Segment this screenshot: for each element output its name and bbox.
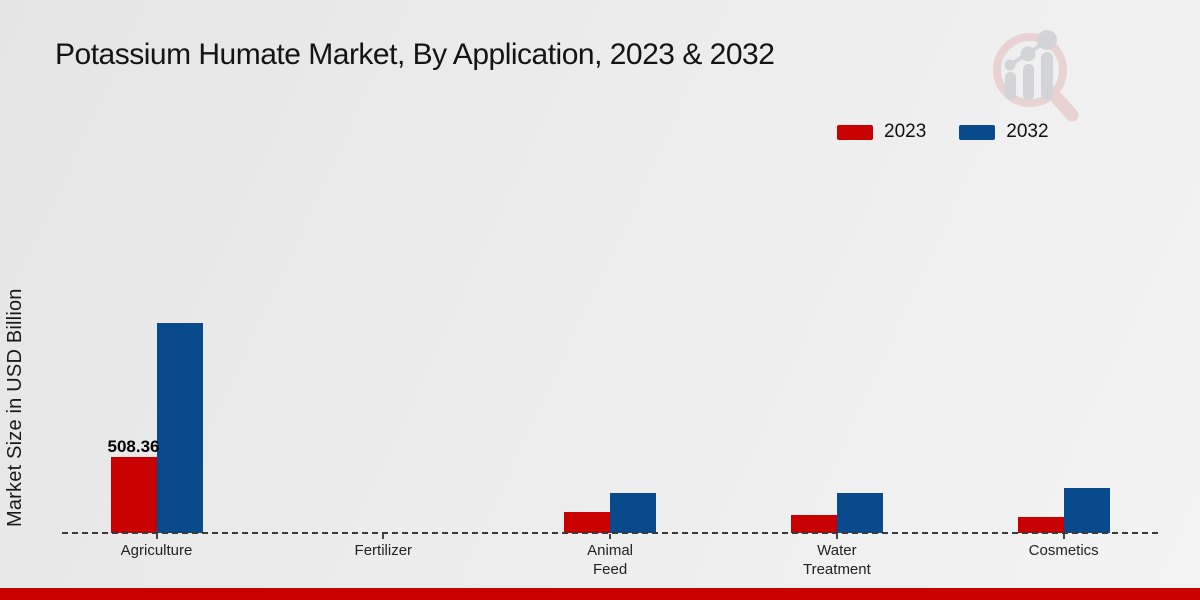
legend-label-2032: 2032 <box>1006 121 1049 142</box>
legend: 2023 2032 <box>837 121 1049 143</box>
footer-accent-bar <box>0 588 1200 600</box>
bar-2023-water-treatment <box>790 515 837 533</box>
legend-swatch-2023 <box>837 124 873 140</box>
x-tick-cosmetics <box>1062 534 1065 539</box>
magnifier-icon <box>993 33 1079 122</box>
x-tick-fertilizer <box>382 534 385 539</box>
bar-2032-agriculture <box>156 322 203 533</box>
category-label-agriculture: Agriculture <box>120 542 193 559</box>
page-title: Potassium Humate Market, By Application,… <box>55 38 775 71</box>
bar-chart-glyph <box>1004 30 1057 100</box>
bar-2023-cosmetics <box>1017 517 1064 533</box>
bar-2023-animal-feed <box>564 511 611 533</box>
category-label-water-treatment: Water Treatment <box>802 542 871 578</box>
bar-value-label-2023-agriculture: 508.36 <box>107 437 160 456</box>
watermark-logo <box>993 30 1079 122</box>
x-axis-baseline <box>62 532 1158 534</box>
x-tick-animal-feed <box>609 534 612 539</box>
x-tick-water-treatment <box>835 534 838 539</box>
category-label-cosmetics: Cosmetics <box>1028 542 1099 559</box>
legend-label-2023: 2023 <box>884 121 927 142</box>
bar-2032-cosmetics <box>1063 488 1110 533</box>
bar-2032-water-treatment <box>836 492 883 533</box>
legend-swatch-2032 <box>959 124 996 140</box>
bar-2023-agriculture <box>110 457 157 533</box>
bar-2032-animal-feed <box>610 492 657 533</box>
category-label-animal-feed: Animal Feed <box>587 542 634 578</box>
x-tick-agriculture <box>155 534 158 539</box>
category-label-fertilizer: Fertilizer <box>354 542 413 559</box>
